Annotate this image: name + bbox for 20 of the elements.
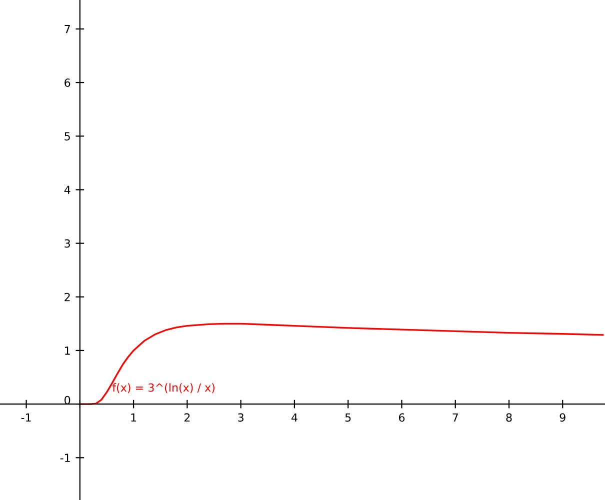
y-tick-label: 5 [64, 132, 70, 140]
y-tick-label: 4 [64, 186, 70, 194]
x-tick-label: 2 [184, 413, 190, 422]
y-tick-label: 6 [64, 78, 70, 87]
x-tick-label: 6 [398, 413, 405, 422]
x-tick-label: 8 [506, 413, 512, 422]
x-tick-label: 4 [291, 413, 298, 422]
x-tick-label: -1 [21, 413, 31, 422]
y-tick-label: -1 [60, 454, 70, 462]
line-series [79, 322, 604, 405]
x-tick-label: 5 [345, 413, 351, 422]
x-tick-label: 3 [238, 413, 244, 422]
x-tick-label: 9 [560, 413, 566, 422]
x-tick-label: 1 [131, 413, 136, 422]
x-tick-label: 7 [452, 413, 458, 422]
y-tick-label: 3 [64, 239, 70, 248]
y-tick-label: 7 [64, 25, 70, 34]
y-tick-label: 1 [65, 346, 70, 355]
y-tick-label: 2 [64, 292, 70, 302]
annotation: f(x) = 3^(ln(x) / x) [112, 383, 214, 394]
